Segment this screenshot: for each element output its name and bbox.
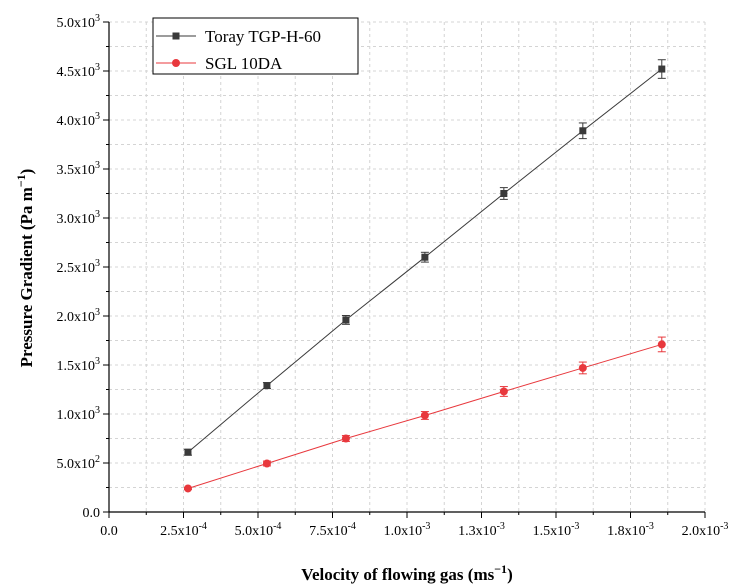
y-tick-label: 5.0x103 [57, 13, 101, 31]
y-tick-label: 4.5x103 [57, 62, 101, 80]
data-point [184, 448, 192, 456]
y-tick-label: 2.0x103 [57, 307, 101, 325]
x-tick-label: 0.0 [100, 524, 118, 539]
x-tick-label: 1.0x10-3 [384, 521, 431, 539]
data-point [341, 434, 350, 443]
data-point [657, 340, 666, 349]
y-tick-label: 4.0x103 [57, 111, 101, 129]
x-tick-label: 2.0x10-3 [682, 521, 729, 539]
y-tick-label: 0.0 [83, 506, 101, 521]
data-point [263, 382, 271, 390]
data-point [183, 484, 192, 493]
x-tick-label: 7.5x10-4 [309, 521, 356, 539]
data-point [262, 459, 271, 468]
data-point [420, 411, 429, 420]
x-tick-label: 1.3x10-3 [458, 521, 505, 539]
x-tick-label: 1.8x10-3 [607, 521, 654, 539]
data-point [578, 363, 587, 372]
legend-marker [172, 32, 180, 40]
axes: 0.0 2.5x10-4 5.0x10-4 7.5x10-4 1.0x10-3 1.3x1… [57, 13, 729, 539]
grid-lines [109, 21, 706, 512]
y-tick-label: 1.5x103 [57, 356, 101, 374]
x-tick-label: 1.5x10-3 [533, 521, 580, 539]
x-axis-title-sup: −1 [494, 562, 507, 576]
y-axis-title-sup: −1 [14, 174, 28, 187]
x-axis-title: Velocity of flowing gas (ms−1) [301, 562, 512, 584]
y-tick-label: 3.5x103 [57, 160, 101, 178]
y-tick-label: 2.5x103 [57, 258, 101, 276]
data-point [499, 387, 508, 396]
y-tick-label: 3.0x103 [57, 209, 101, 227]
y-tick-label: 1.0x103 [57, 405, 101, 423]
x-axis-title-main: Velocity of flowing gas (ms [301, 565, 494, 584]
legend-marker [172, 59, 180, 67]
data-series [183, 59, 666, 493]
legend-label: SGL 10DA [205, 54, 283, 73]
legend-label: Toray TGP-H-60 [205, 27, 321, 46]
legend-box [152, 17, 359, 75]
x-tick-label: 5.0x10-4 [235, 521, 282, 539]
y-axis-title-main: Pressure Gradient (Pa m [17, 187, 36, 367]
y-axis-title: Pressure Gradient (Pa m−1) [14, 169, 36, 368]
data-point [579, 127, 587, 135]
data-point [658, 65, 666, 73]
x-tick-label: 2.5x10-4 [160, 521, 207, 539]
y-tick-label: 5.0x102 [57, 454, 101, 472]
y-axis-title-end: ) [17, 169, 36, 175]
data-point [421, 253, 429, 261]
x-axis-title-end: ) [507, 565, 513, 584]
data-point [500, 190, 508, 197]
data-point [342, 316, 350, 324]
legend: Toray TGP-H-60 SGL 10DA [152, 17, 359, 75]
